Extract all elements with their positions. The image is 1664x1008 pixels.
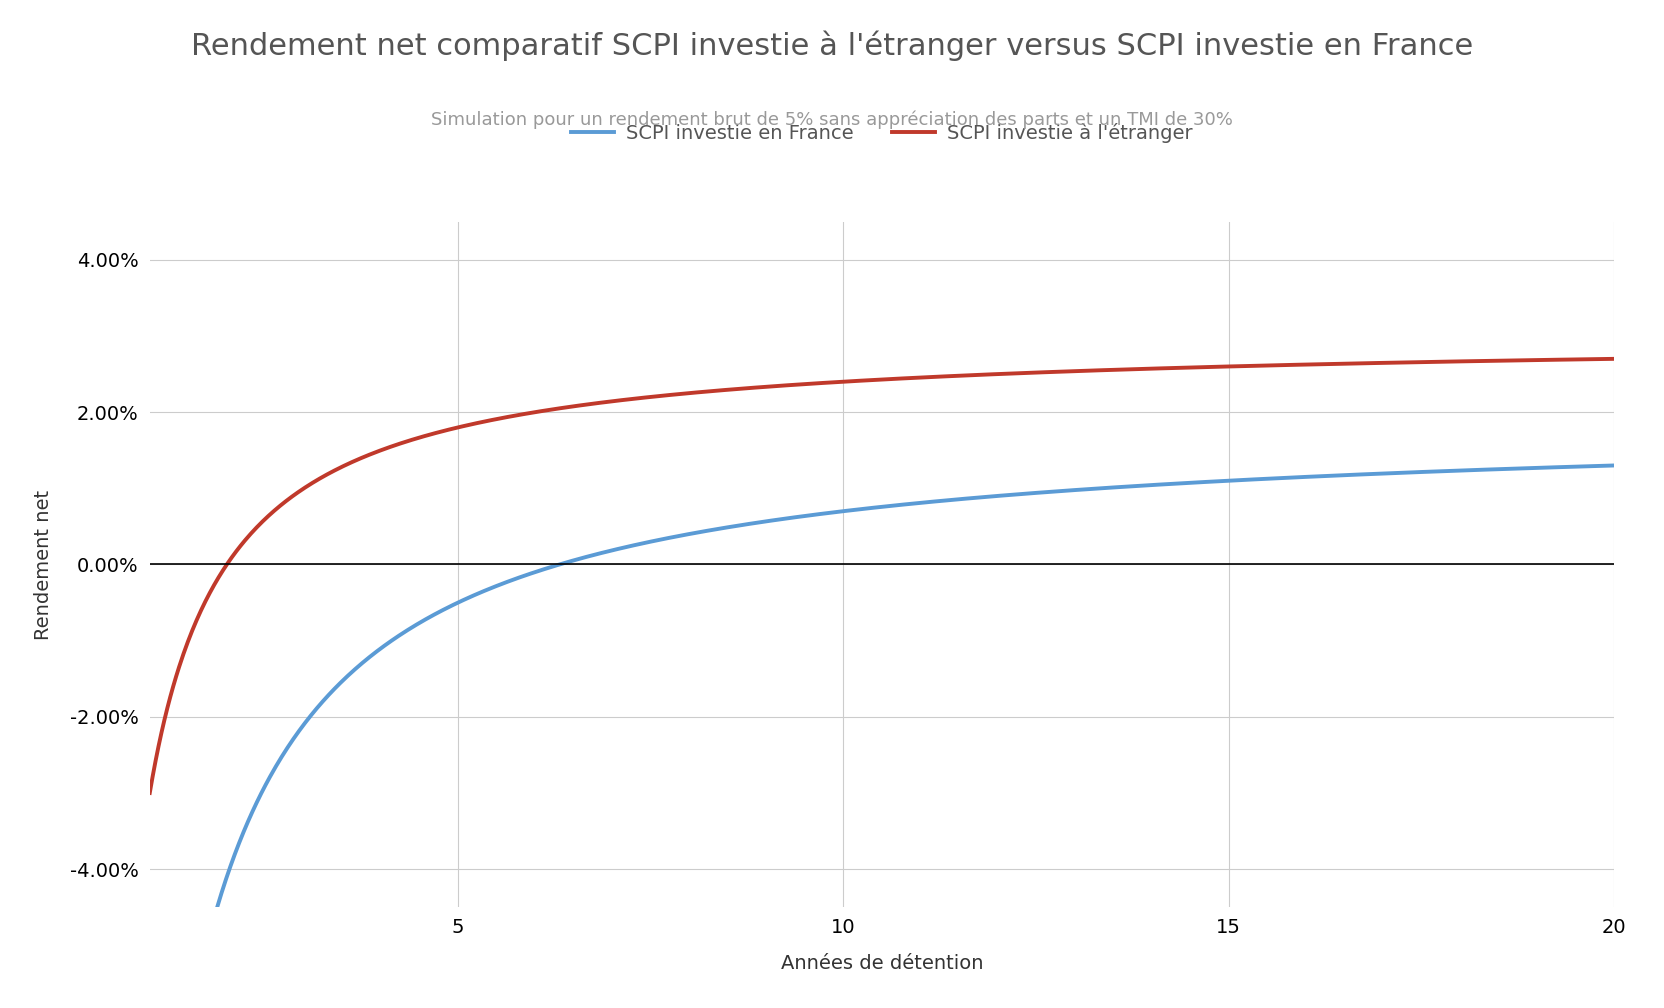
SCPI investie à l'étranger — [785, 379, 805, 391]
SCPI investie en France — [785, 511, 805, 523]
SCPI investie en France — [1308, 471, 1328, 483]
SCPI investie à l'étranger — [1308, 358, 1328, 370]
SCPI investie en France — [290, 725, 310, 737]
SCPI investie en France — [1145, 479, 1165, 491]
SCPI investie à l'étranger — [1145, 363, 1165, 375]
SCPI investie en France — [732, 519, 752, 531]
SCPI investie à l'étranger — [1604, 353, 1624, 365]
Legend: SCPI investie en France, SCPI investie à l'étranger: SCPI investie en France, SCPI investie à… — [564, 115, 1200, 150]
Text: Simulation pour un rendement brut de 5% sans appréciation des parts et un TMI de: Simulation pour un rendement brut de 5% … — [431, 111, 1233, 129]
SCPI investie en France — [1281, 472, 1301, 484]
Y-axis label: Rendement net: Rendement net — [33, 490, 53, 639]
SCPI investie à l'étranger — [1281, 359, 1301, 371]
SCPI investie à l'étranger — [732, 383, 752, 395]
Text: Rendement net comparatif SCPI investie à l'étranger versus SCPI investie en Fran: Rendement net comparatif SCPI investie à… — [191, 30, 1473, 60]
Line: SCPI investie en France: SCPI investie en France — [150, 466, 1614, 1008]
SCPI investie en France — [1604, 460, 1624, 472]
Line: SCPI investie à l'étranger: SCPI investie à l'étranger — [150, 359, 1614, 793]
X-axis label: Années de détention: Années de détention — [780, 954, 983, 973]
SCPI investie à l'étranger — [290, 486, 310, 498]
SCPI investie à l'étranger — [140, 787, 160, 799]
